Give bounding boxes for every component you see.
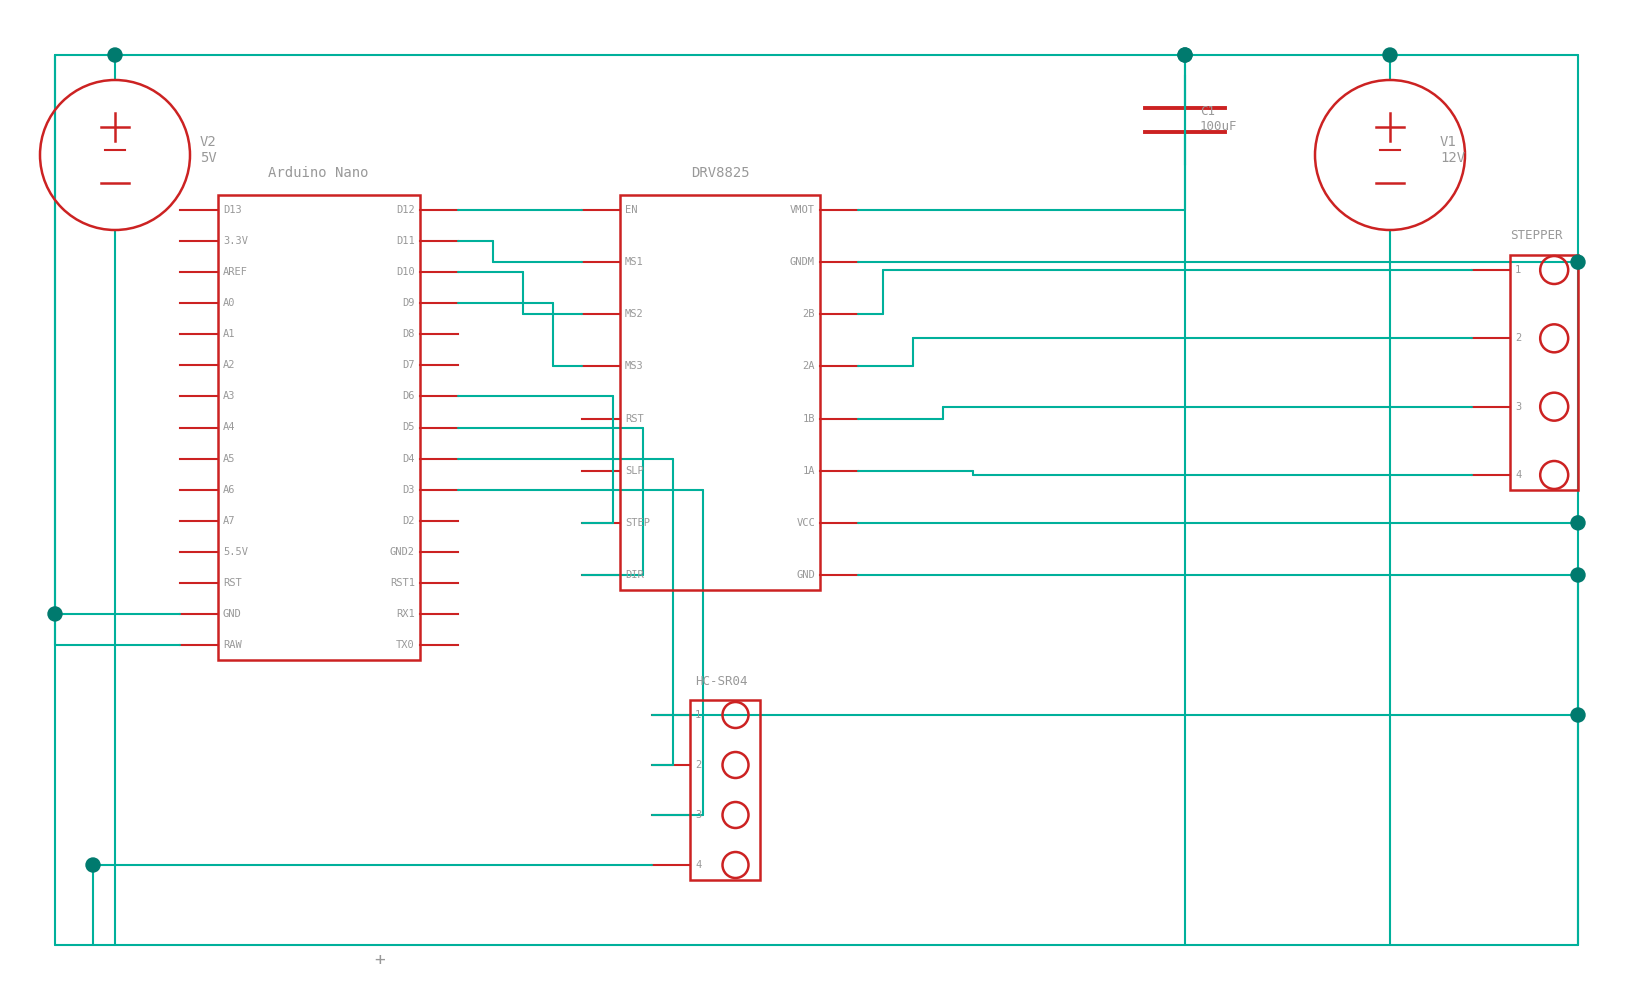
Text: +: + — [374, 951, 385, 969]
Text: RAW: RAW — [224, 640, 242, 650]
Text: D7: D7 — [401, 360, 415, 370]
Text: 2B: 2B — [801, 309, 814, 319]
Text: 3: 3 — [1514, 401, 1521, 411]
Text: 1: 1 — [1514, 265, 1521, 275]
Text: 4: 4 — [695, 860, 700, 870]
Text: A4: A4 — [224, 422, 235, 432]
Text: D6: D6 — [401, 391, 415, 401]
Text: 1B: 1B — [801, 413, 814, 423]
Circle shape — [1570, 516, 1585, 530]
Text: D9: D9 — [401, 298, 415, 308]
Text: 1A: 1A — [801, 465, 814, 475]
Text: MS1: MS1 — [625, 257, 643, 267]
Text: DRV8825: DRV8825 — [690, 166, 749, 180]
Circle shape — [1382, 48, 1395, 62]
Text: GND: GND — [224, 609, 242, 619]
Text: D4: D4 — [401, 453, 415, 463]
Bar — [1510, 255, 1577, 490]
Text: 3: 3 — [695, 810, 700, 820]
Text: A0: A0 — [224, 298, 235, 308]
Circle shape — [1177, 48, 1191, 62]
Text: A7: A7 — [224, 516, 235, 526]
Text: V1
12V: V1 12V — [1439, 135, 1464, 165]
Text: V2
5V: V2 5V — [199, 135, 217, 165]
Text: 3.3V: 3.3V — [224, 236, 248, 246]
Text: D5: D5 — [401, 422, 415, 432]
Text: AREF: AREF — [224, 267, 248, 277]
Text: RST1: RST1 — [390, 578, 415, 588]
Text: 2A: 2A — [801, 361, 814, 371]
Text: A3: A3 — [224, 391, 235, 401]
Text: EN: EN — [625, 205, 636, 215]
Text: A2: A2 — [224, 360, 235, 370]
Text: VMOT: VMOT — [790, 205, 814, 215]
Text: SLP: SLP — [625, 465, 643, 475]
Bar — [690, 700, 759, 880]
Text: D10: D10 — [397, 267, 415, 277]
Text: TX0: TX0 — [397, 640, 415, 650]
Text: GND: GND — [796, 570, 814, 580]
Text: DIR: DIR — [625, 570, 643, 580]
Text: D11: D11 — [397, 236, 415, 246]
Text: VCC: VCC — [796, 518, 814, 528]
Circle shape — [1177, 48, 1191, 62]
Text: 5.5V: 5.5V — [224, 547, 248, 557]
Text: D3: D3 — [401, 484, 415, 494]
Circle shape — [86, 858, 100, 872]
Bar — [620, 195, 819, 590]
Text: A6: A6 — [224, 484, 235, 494]
Text: RST: RST — [224, 578, 242, 588]
Text: MS2: MS2 — [625, 309, 643, 319]
Text: Arduino Nano: Arduino Nano — [268, 166, 369, 180]
Text: 2: 2 — [695, 760, 700, 770]
Text: 4: 4 — [1514, 470, 1521, 480]
Text: A5: A5 — [224, 453, 235, 463]
Circle shape — [47, 607, 62, 621]
Text: HC-SR04: HC-SR04 — [695, 675, 747, 688]
Text: MS3: MS3 — [625, 361, 643, 371]
Text: C1
100uF: C1 100uF — [1200, 105, 1237, 133]
Text: D12: D12 — [397, 205, 415, 215]
Circle shape — [1570, 255, 1585, 269]
Text: 1: 1 — [695, 710, 700, 720]
Text: RX1: RX1 — [397, 609, 415, 619]
Text: STEP: STEP — [625, 518, 650, 528]
Text: STEPPER: STEPPER — [1510, 229, 1562, 242]
Circle shape — [1570, 708, 1585, 722]
Text: D8: D8 — [401, 329, 415, 339]
Text: D2: D2 — [401, 516, 415, 526]
Text: GND2: GND2 — [390, 547, 415, 557]
Text: D13: D13 — [224, 205, 242, 215]
Text: A1: A1 — [224, 329, 235, 339]
Bar — [217, 195, 419, 660]
Circle shape — [108, 48, 122, 62]
Text: GNDM: GNDM — [790, 257, 814, 267]
Circle shape — [1570, 568, 1585, 582]
Text: 2: 2 — [1514, 333, 1521, 343]
Text: RST: RST — [625, 413, 643, 423]
